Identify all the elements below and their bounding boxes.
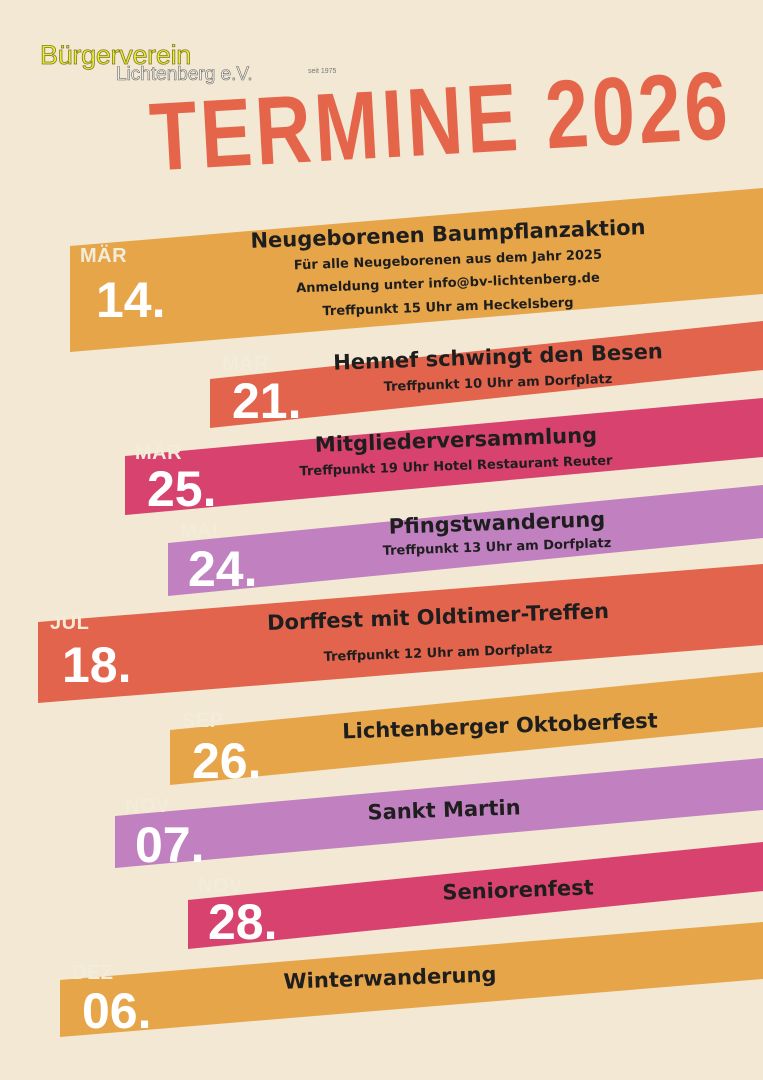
event-month: SEP (182, 710, 224, 732)
event-month: MAI (180, 520, 219, 542)
event-month: MÄR (80, 245, 128, 267)
event-band (70, 188, 763, 352)
event-month: NOV (125, 795, 170, 817)
logo-subtitle: Lichtenberg e.V. (116, 64, 253, 86)
event-band (38, 564, 763, 703)
event-day: 25. (147, 461, 217, 517)
event-day: 18. (62, 637, 132, 693)
logo-name: Bürgerverein (40, 40, 192, 71)
event-day: 07. (135, 817, 205, 873)
event-month: DEZ (72, 962, 114, 984)
event-day: 14. (96, 272, 166, 328)
event-month: JUL (50, 612, 90, 634)
event-month: NOV (198, 875, 243, 897)
event-day: 24. (188, 541, 258, 597)
event-day: 21. (232, 373, 302, 429)
event-month: MÄR (222, 353, 270, 375)
event-day: 28. (208, 894, 278, 950)
page-title: TERMINE 2026 (147, 52, 734, 192)
event-day: 26. (192, 733, 262, 789)
event-month: MÄR (135, 442, 183, 464)
logo-since: seit 1975 (308, 68, 337, 75)
event-day: 06. (82, 983, 152, 1039)
